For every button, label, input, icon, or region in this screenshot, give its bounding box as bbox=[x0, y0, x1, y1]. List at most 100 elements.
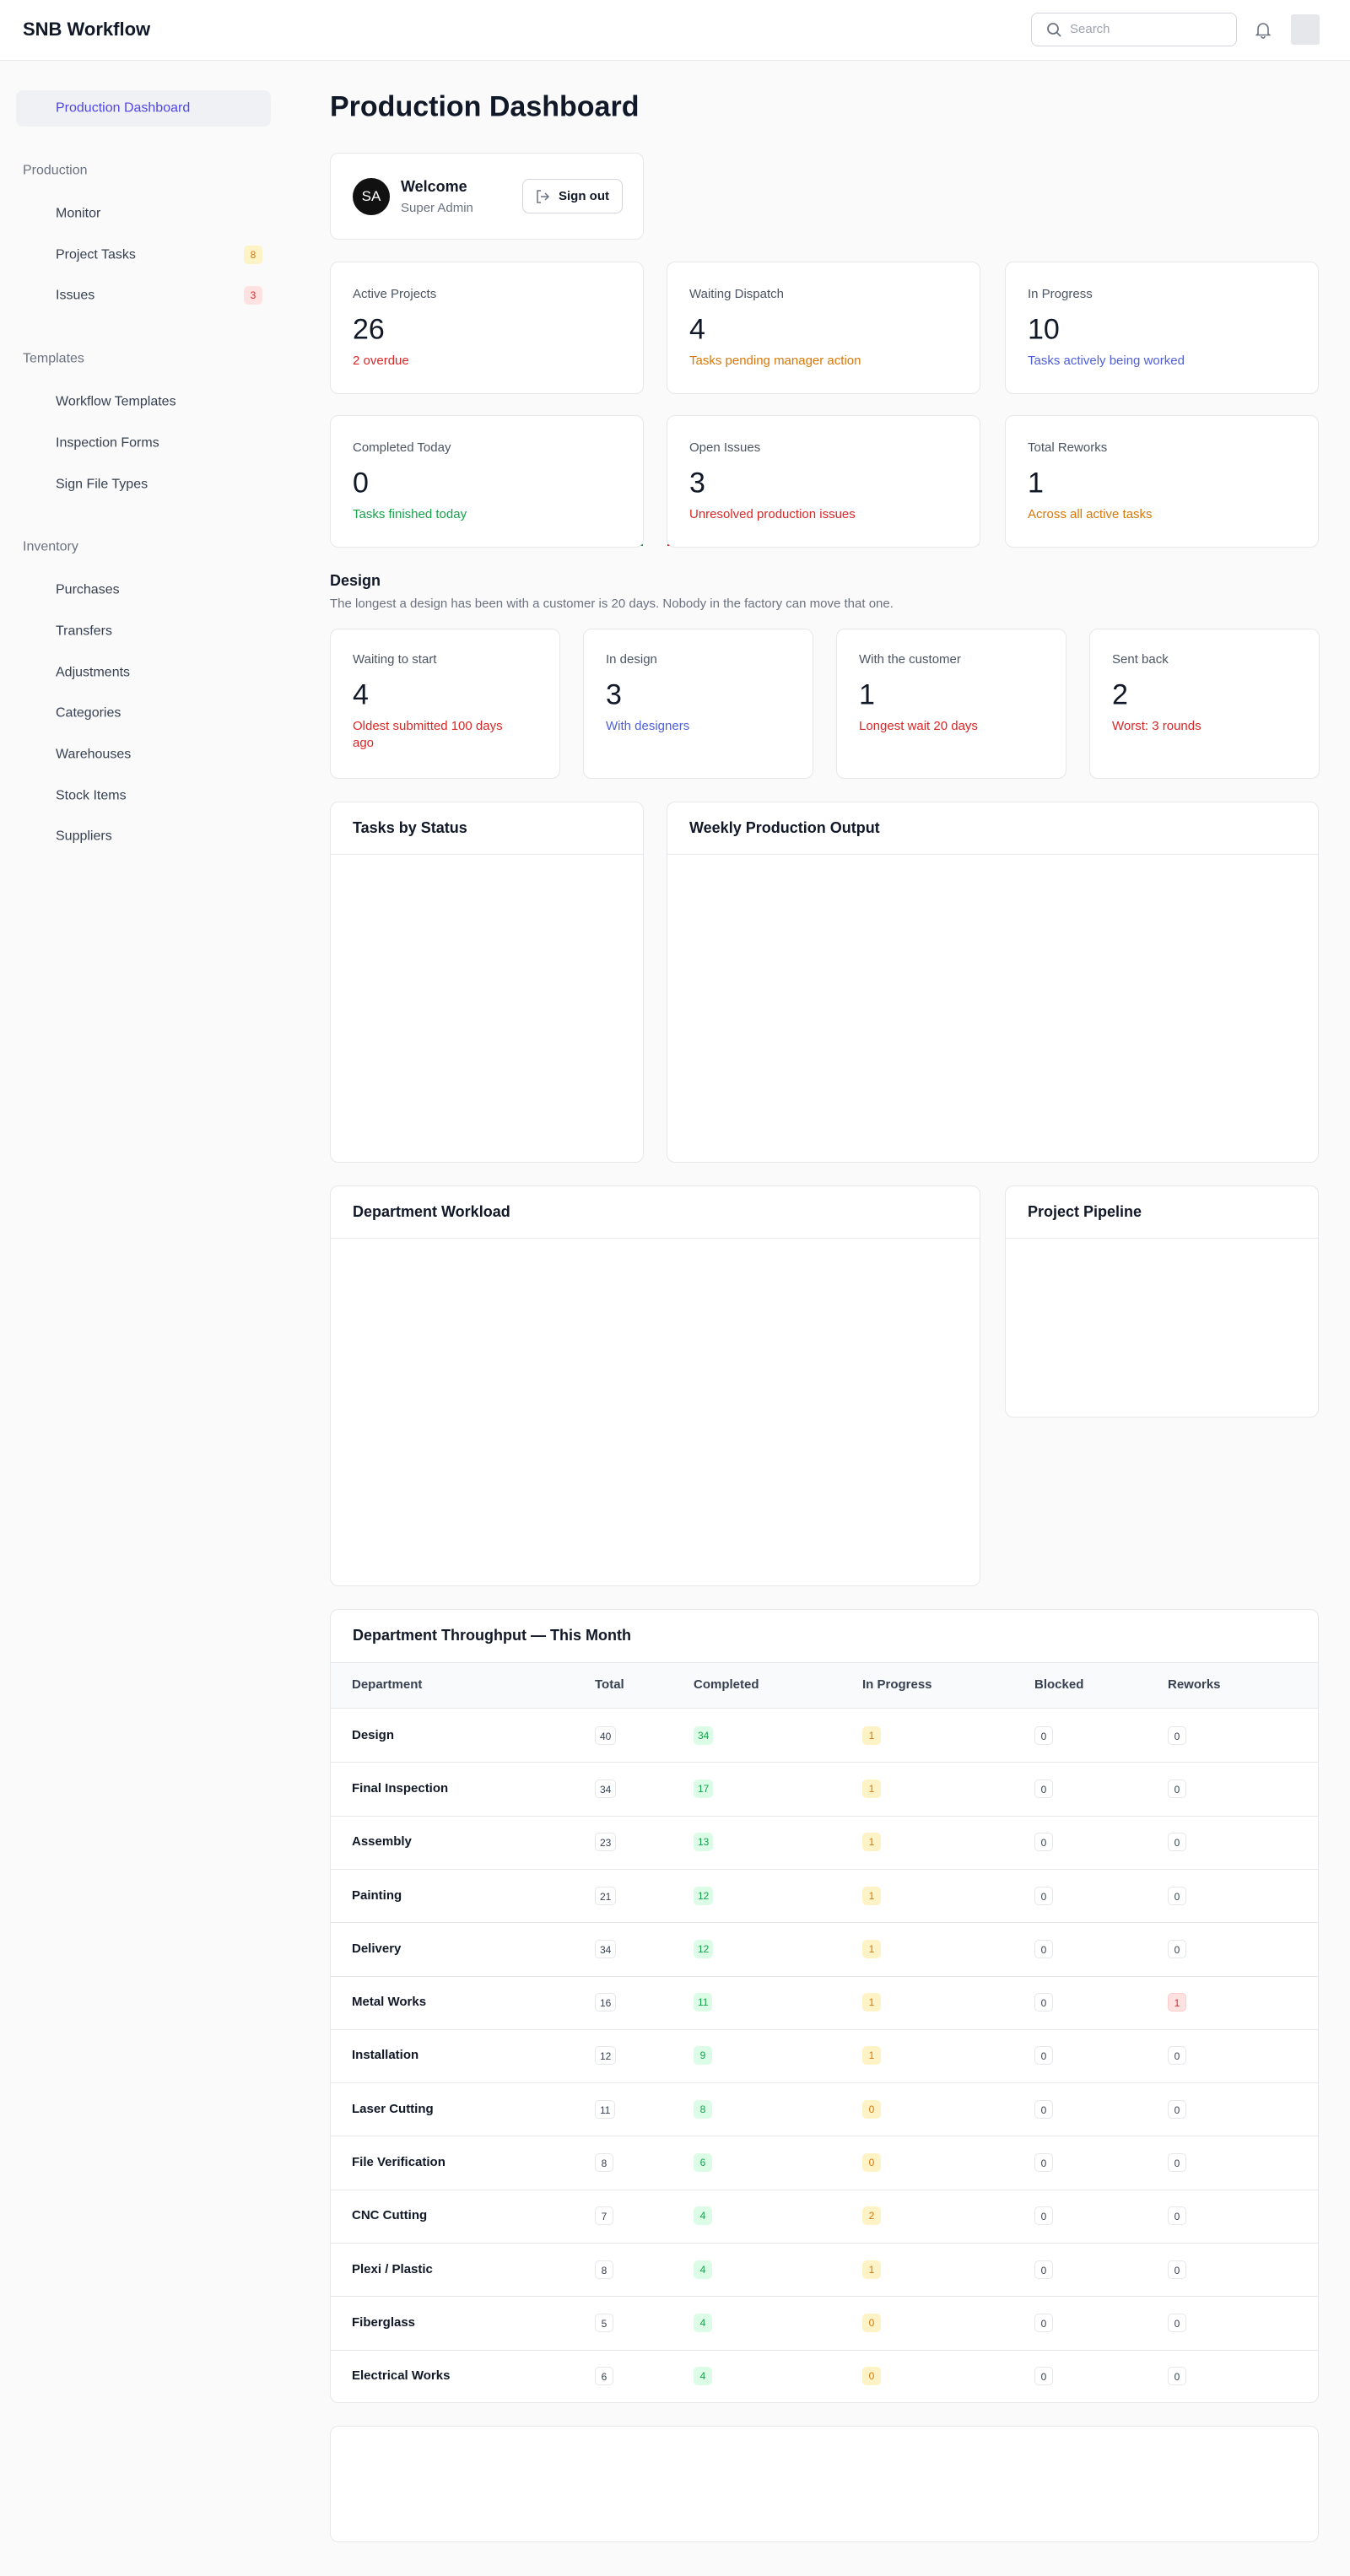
page-title: Production Dashboard bbox=[330, 90, 640, 123]
design-value: 1 bbox=[859, 678, 875, 711]
design-label: With the customer bbox=[859, 652, 961, 667]
nav-item: Workflow Templates bbox=[56, 394, 176, 409]
table-badge: 0 bbox=[1168, 1939, 1186, 1958]
nav-item: Purchases bbox=[56, 582, 120, 597]
table-badge: 12 bbox=[694, 1939, 714, 1958]
table-badge: 1 bbox=[862, 2260, 881, 2279]
table-badge: 1 bbox=[862, 1993, 881, 2012]
row-divider bbox=[331, 2296, 1318, 2298]
table-badge: 0 bbox=[1168, 1886, 1186, 1905]
table-badge: 12 bbox=[595, 2046, 617, 2066]
row-divider bbox=[331, 1762, 1318, 1763]
table-cell: Installation bbox=[352, 2048, 419, 2063]
design-card bbox=[836, 629, 1066, 779]
nav-hit[interactable] bbox=[16, 236, 271, 273]
stat-value: 26 bbox=[353, 313, 385, 346]
table-cell: Design bbox=[352, 1727, 395, 1742]
chart-title: Weekly Production Output bbox=[689, 819, 880, 837]
nav-item: Transfers bbox=[56, 624, 112, 639]
nav-hit[interactable] bbox=[16, 736, 271, 773]
table-badge: 17 bbox=[694, 1779, 714, 1798]
table-badge: 0 bbox=[1034, 1725, 1053, 1745]
avatar[interactable] bbox=[1291, 14, 1320, 45]
design-value: 4 bbox=[353, 678, 369, 711]
stat-value: 4 bbox=[689, 313, 705, 346]
table-header: Completed bbox=[694, 1677, 759, 1692]
nav-hit[interactable] bbox=[16, 777, 271, 814]
table-badge: 0 bbox=[1168, 2367, 1186, 2386]
table-badge: 0 bbox=[862, 2099, 881, 2119]
table-badge: 12 bbox=[694, 1886, 714, 1905]
card-divider bbox=[330, 854, 644, 855]
table-badge: 0 bbox=[1034, 1939, 1053, 1958]
nav-hit[interactable] bbox=[16, 613, 271, 650]
table-card bbox=[330, 1609, 1319, 2403]
table-badge: 0 bbox=[862, 2313, 881, 2332]
chart-title: Department Workload bbox=[353, 1203, 510, 1221]
stat-card bbox=[1005, 262, 1319, 394]
table-cell: Metal Works bbox=[352, 1995, 427, 2010]
avatar-initials: SA bbox=[361, 187, 381, 204]
stat-label: Total Reworks bbox=[1028, 440, 1108, 455]
table-header: In Progress bbox=[862, 1677, 932, 1692]
design-title: Design bbox=[330, 572, 381, 590]
stat-value: 10 bbox=[1028, 313, 1060, 346]
table-badge: 0 bbox=[1034, 1993, 1053, 2012]
table-badge: 1 bbox=[862, 1939, 881, 1958]
table-cell: Assembly bbox=[352, 1834, 412, 1850]
nav-hit[interactable] bbox=[16, 654, 271, 691]
design-subtitle: The longest a design has been with a cus… bbox=[330, 597, 894, 611]
table-badge: 0 bbox=[1034, 1886, 1053, 1905]
table-badge: 34 bbox=[694, 1725, 714, 1745]
table-cell: Final Inspection bbox=[352, 1780, 449, 1796]
bell-icon[interactable] bbox=[1254, 20, 1272, 39]
design-label: Waiting to start bbox=[353, 652, 437, 667]
table-badge: 0 bbox=[1168, 2260, 1186, 2279]
row-divider bbox=[331, 2349, 1318, 2351]
sign-out-button[interactable] bbox=[522, 179, 623, 213]
sign-out-label: Sign out bbox=[559, 189, 609, 203]
nav-hit[interactable] bbox=[16, 694, 271, 732]
card-divider bbox=[330, 1238, 980, 1239]
sign-out-icon bbox=[537, 190, 550, 203]
nav-badge: 3 bbox=[244, 286, 262, 305]
card-divider bbox=[667, 854, 1319, 855]
stat-label: Active Projects bbox=[353, 287, 437, 301]
table-badge: 8 bbox=[694, 2099, 712, 2119]
table-badge: 0 bbox=[1168, 1779, 1186, 1798]
design-note: Worst: 3 rounds bbox=[1112, 719, 1202, 733]
table-cell: File Verification bbox=[352, 2155, 446, 2169]
table-badge: 40 bbox=[595, 1725, 617, 1745]
table-badge: 7 bbox=[595, 2206, 613, 2226]
table-badge: 23 bbox=[595, 1833, 617, 1852]
table-badge: 6 bbox=[694, 2153, 712, 2172]
table-badge: 1 bbox=[862, 2046, 881, 2066]
table-cell: Laser Cutting bbox=[352, 2101, 434, 2116]
nav-hit[interactable] bbox=[16, 195, 271, 232]
nav-item: Issues bbox=[56, 288, 95, 303]
stat-note: Tasks actively being worked bbox=[1028, 354, 1185, 368]
blank-card bbox=[330, 2426, 1319, 2542]
table-badge: 5 bbox=[595, 2313, 613, 2332]
table-badge: 0 bbox=[1034, 2046, 1053, 2066]
table-badge: 2 bbox=[862, 2206, 881, 2226]
row-divider bbox=[331, 1922, 1318, 1924]
table-header: Blocked bbox=[1034, 1677, 1084, 1692]
stat-note: Tasks finished today bbox=[353, 507, 467, 521]
nav-hit[interactable] bbox=[16, 277, 271, 314]
nav-hit[interactable] bbox=[16, 818, 271, 855]
design-label: In design bbox=[606, 652, 657, 667]
table-badge: 1 bbox=[862, 1779, 881, 1798]
nav-hit[interactable] bbox=[16, 571, 271, 608]
table-badge: 0 bbox=[1034, 2206, 1053, 2226]
table-badge: 13 bbox=[694, 1833, 714, 1852]
nav-active[interactable] bbox=[16, 90, 271, 127]
search-box[interactable] bbox=[1031, 13, 1237, 46]
nav-item: Categories bbox=[56, 705, 122, 721]
table-badge: 4 bbox=[694, 2260, 712, 2279]
table-cell: Electrical Works bbox=[352, 2368, 451, 2384]
stat-card bbox=[1005, 415, 1319, 548]
design-note: With designers bbox=[606, 719, 690, 733]
row-divider bbox=[331, 1815, 1318, 1817]
